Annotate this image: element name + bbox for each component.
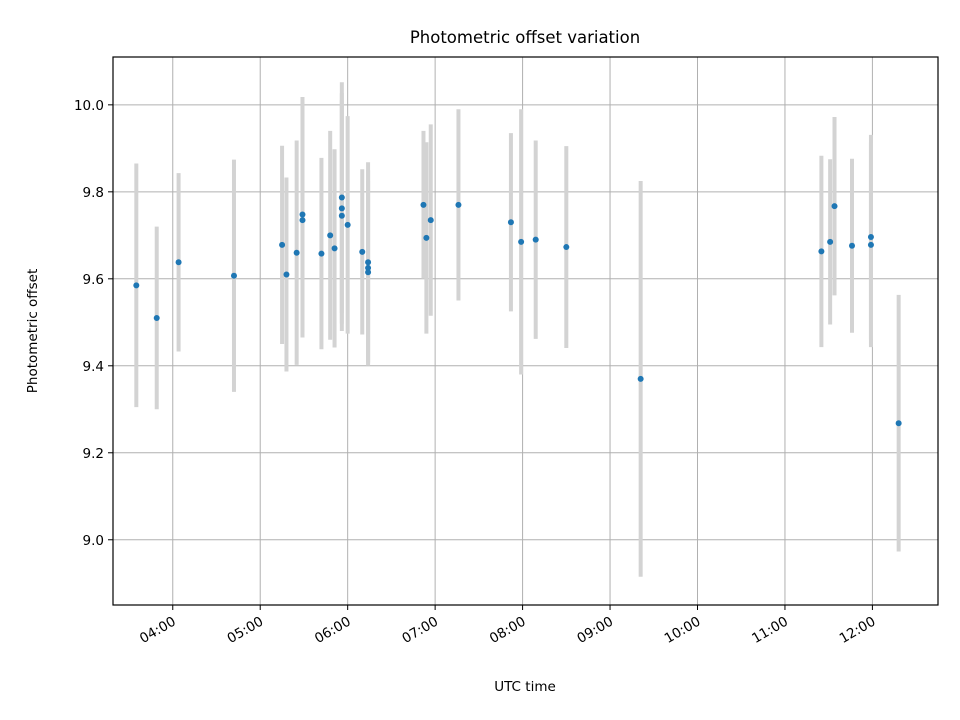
data-point bbox=[299, 217, 306, 224]
plot-frame bbox=[112, 56, 939, 606]
data-point bbox=[365, 269, 372, 276]
data-point bbox=[831, 203, 838, 210]
data-point bbox=[818, 248, 825, 255]
data-points bbox=[133, 194, 902, 427]
data-point bbox=[867, 241, 874, 248]
data-point bbox=[153, 314, 160, 321]
data-point bbox=[518, 238, 525, 245]
y-tick-label: 9.2 bbox=[83, 446, 104, 462]
data-point bbox=[563, 244, 570, 251]
y-tick-label: 9.6 bbox=[83, 272, 104, 288]
data-point bbox=[175, 259, 182, 266]
data-point bbox=[338, 194, 345, 201]
y-tick-label: 9.0 bbox=[83, 533, 104, 549]
y-tick-label: 10.0 bbox=[74, 98, 104, 114]
data-point bbox=[279, 241, 286, 248]
data-point bbox=[359, 248, 366, 255]
data-point bbox=[507, 219, 514, 226]
data-point bbox=[827, 238, 834, 245]
y-axis-label: Photometric offset bbox=[25, 269, 41, 393]
y-tick-label: 9.4 bbox=[83, 359, 104, 375]
data-point bbox=[230, 272, 237, 279]
y-tick-label: 9.8 bbox=[83, 185, 104, 201]
data-point bbox=[331, 245, 338, 252]
data-point bbox=[423, 234, 430, 241]
data-point bbox=[637, 375, 644, 382]
data-point bbox=[849, 242, 856, 249]
data-point bbox=[365, 259, 372, 266]
data-point bbox=[293, 249, 300, 256]
data-point bbox=[327, 232, 334, 239]
data-point bbox=[299, 211, 306, 218]
chart-title: Photometric offset variation bbox=[410, 28, 640, 47]
data-point bbox=[338, 212, 345, 219]
data-point bbox=[283, 271, 290, 278]
data-point bbox=[420, 201, 427, 208]
data-point bbox=[365, 264, 372, 271]
data-point bbox=[895, 420, 902, 427]
data-point bbox=[427, 217, 434, 224]
data-point bbox=[318, 250, 325, 257]
data-point bbox=[133, 282, 140, 289]
x-axis-label: UTC time bbox=[494, 679, 556, 695]
data-point bbox=[344, 221, 351, 228]
data-point bbox=[532, 236, 539, 243]
data-point bbox=[338, 205, 345, 212]
data-point bbox=[455, 201, 462, 208]
data-point bbox=[867, 234, 874, 241]
